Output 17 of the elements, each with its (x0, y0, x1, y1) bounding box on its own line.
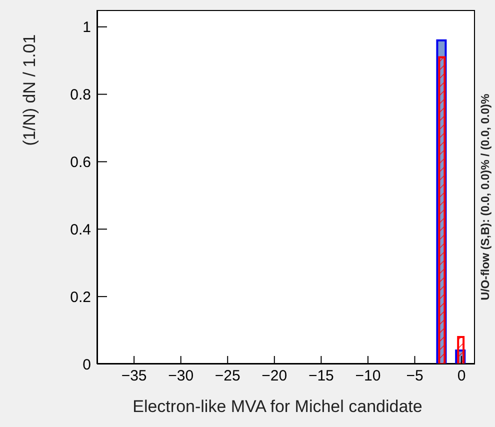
y-axis-title: (1/N) dN / 1.01 (20, 34, 40, 146)
x-tick-label: −25 (214, 368, 240, 385)
x-tick-label: −15 (308, 368, 334, 385)
y-tick-label: 0.2 (70, 288, 91, 306)
x-tick-label: −5 (406, 368, 424, 385)
y-tick-label: 1 (82, 19, 91, 36)
x-tick-label: −20 (262, 368, 288, 385)
y-tick-label: 0 (82, 356, 91, 374)
x-tick-label: −10 (355, 368, 381, 385)
x-tick-label: 0 (457, 368, 466, 385)
y-tick-label: 0.4 (70, 221, 91, 238)
x-tick-label: −35 (121, 368, 147, 385)
text: U/O-flow (S,B): (0.0, 0.0)% / (0.0, 0.0)% (480, 94, 492, 300)
x-axis-title: Electron-like MVA for Michel candidate (132, 397, 424, 417)
y-tick-label: 0.6 (70, 154, 91, 172)
y-tick-label: 0.8 (70, 86, 91, 104)
x-tick-label: −30 (168, 368, 194, 385)
